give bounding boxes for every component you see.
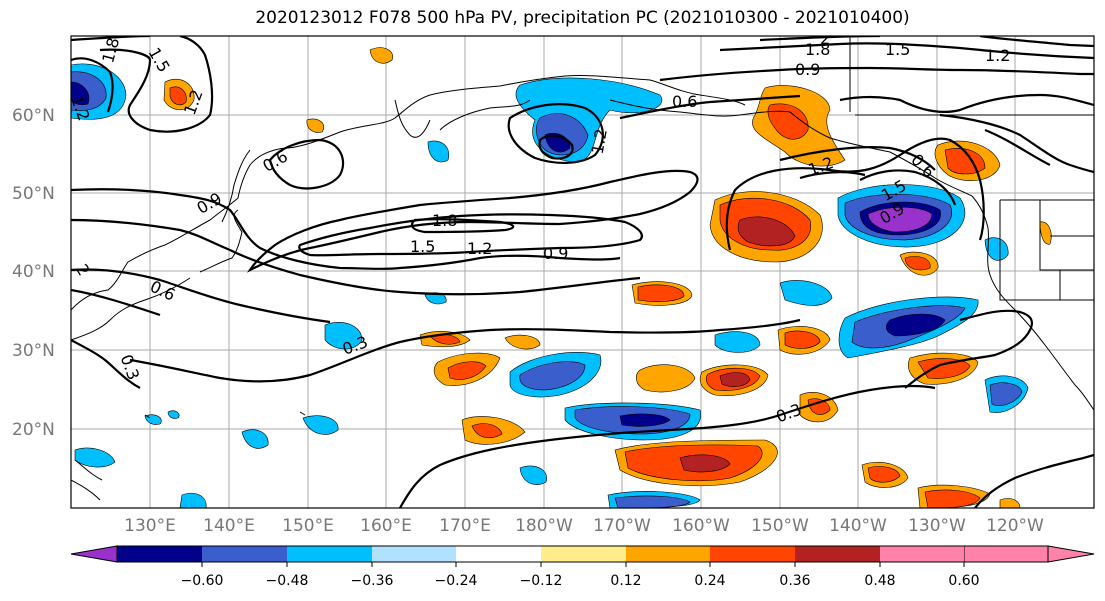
contour-label: 0.6: [672, 92, 697, 111]
colorbar-tick-label: −0.36: [351, 573, 394, 589]
lon-label: 160°E: [360, 516, 412, 536]
colorbar-tick-label: −0.60: [181, 573, 224, 589]
lon-label: 130°W: [908, 516, 966, 536]
lon-label: 140°W: [829, 516, 887, 536]
contour-label: 1.8: [432, 211, 457, 230]
colorbar-segment: [880, 546, 964, 562]
colorbar-tick-label: 0.12: [610, 573, 641, 589]
contour-label: 2: [820, 29, 830, 48]
lon-label: 150°W: [751, 516, 809, 536]
lon-label: 150°E: [282, 516, 334, 536]
lon-label: 130°E: [124, 516, 176, 536]
contour-label: 1.2: [67, 93, 94, 123]
precipitation-shading: [71, 47, 1052, 508]
colorbar-tick-label: −0.24: [435, 573, 478, 589]
map-title: 2020123012 F078 500 hPa PV, precipitatio…: [255, 8, 910, 28]
colorbar-segment: [117, 546, 202, 562]
lon-label: 140°E: [203, 516, 255, 536]
map-frame: [70, 35, 1095, 509]
colorbar-segment: [456, 546, 541, 562]
lon-label: 160°W: [672, 516, 730, 536]
colorbar-segment: [372, 546, 456, 562]
colorbar-tick-label: 0.48: [864, 573, 895, 589]
colorbar-tick-label: 0.24: [694, 573, 725, 589]
colorbar-segment: [202, 546, 287, 562]
contour-label: 0.9: [795, 60, 820, 79]
contour-label: 0.9: [543, 244, 568, 263]
pv-contours: [71, 36, 1094, 508]
colorbar-tick-label: 0.36: [779, 573, 810, 589]
colorbar-outline: [116, 545, 1049, 563]
lon-label: 120°W: [986, 516, 1044, 536]
latitude-labels: 60°N 50°N 40°N 30°N 20°N: [12, 106, 55, 440]
colorbar-tick-label: −0.48: [266, 573, 309, 589]
longitude-labels: 130°E 140°E 150°E 160°E 170°E 180°W 170°…: [124, 516, 1044, 536]
lat-label: 50°N: [12, 184, 55, 204]
contour-label: 1.5: [410, 237, 435, 256]
contour-label: 1.2: [467, 239, 492, 258]
colorbar: [70, 545, 1095, 563]
colorbar-segment: [541, 546, 626, 562]
contour-label: 1.8: [805, 40, 830, 59]
lon-label: 180°W: [515, 516, 573, 536]
contour-label: 1.5: [885, 40, 910, 59]
colorbar-segment: [626, 546, 710, 562]
colorbar-tick-label: 0.60: [948, 573, 979, 589]
lon-label: 170°E: [439, 516, 491, 536]
lat-label: 40°N: [12, 262, 55, 282]
colorbar-ticks: −0.60 −0.48 −0.36 −0.24 −0.12 0.12 0.24 …: [181, 562, 980, 589]
colorbar-segment: [287, 546, 372, 562]
contour-label: 1.2: [985, 46, 1010, 65]
colorbar-segment: [710, 546, 795, 562]
lon-label: 170°W: [593, 516, 651, 536]
lat-label: 30°N: [12, 341, 55, 361]
colorbar-tick-label: −0.12: [520, 573, 563, 589]
lat-label: 60°N: [12, 106, 55, 126]
lat-label: 20°N: [12, 420, 55, 440]
coastlines: [71, 36, 1094, 501]
contour-label: 1.2: [588, 127, 611, 155]
colorbar-segment: [795, 546, 880, 562]
colorbar-min-extend: [70, 545, 118, 563]
colorbar-max-extend: [963, 545, 1095, 563]
